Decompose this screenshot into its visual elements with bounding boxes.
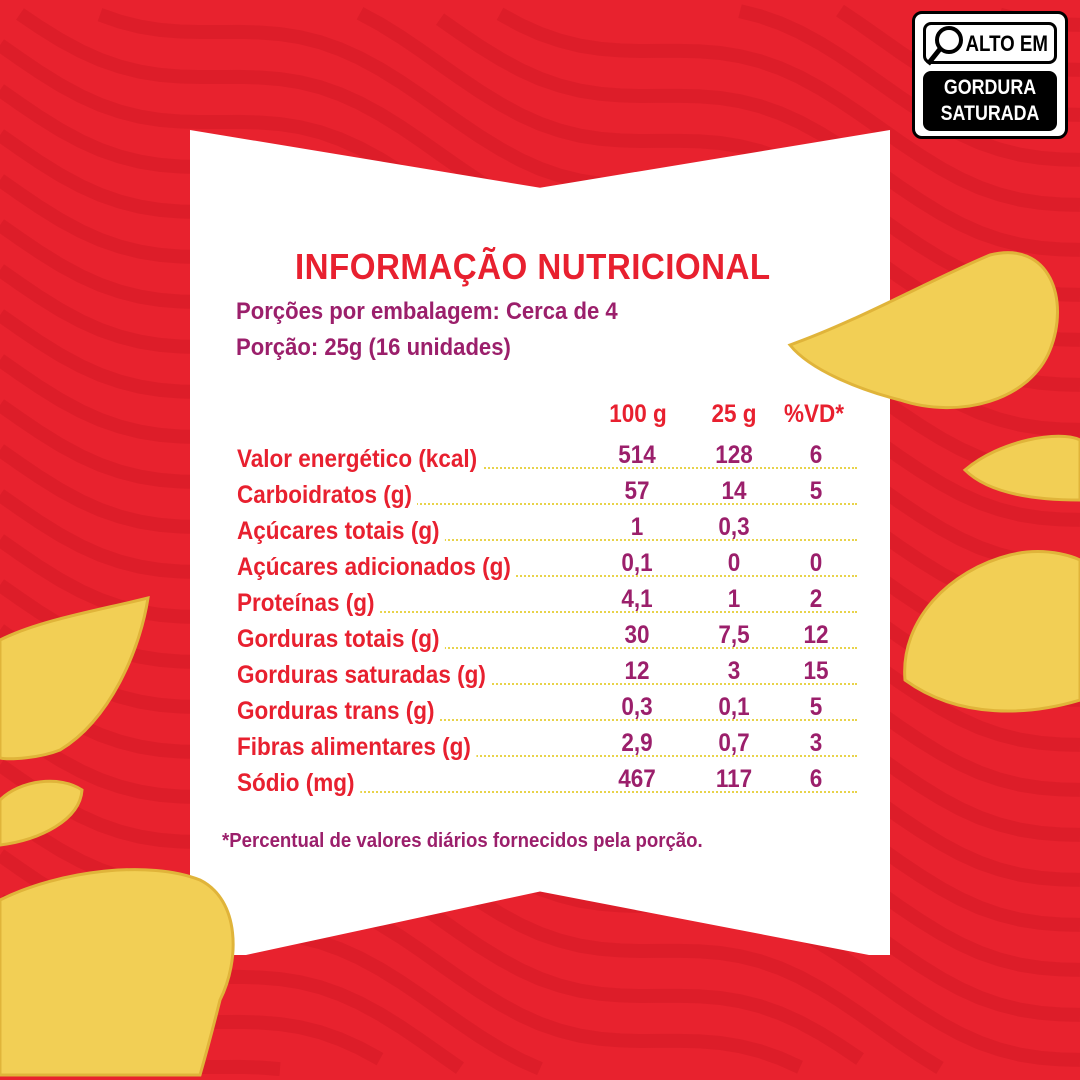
wave-line [435, 13, 1080, 257]
column-header-vd: %VD* [783, 400, 845, 428]
value-vd: 6 [809, 765, 823, 793]
nutrient-label: Sódio (mg) [237, 769, 360, 798]
nutrient-row: Gorduras totais (g) 30 7,5 12 [237, 620, 857, 656]
nutrient-row: Proteínas (g) 4,1 1 2 [237, 584, 857, 620]
value-25g: 117 [715, 765, 753, 793]
dotted-leader [237, 755, 857, 757]
nutrient-label: Carboidratos (g) [237, 481, 418, 510]
value-vd: 5 [809, 693, 823, 721]
value-vd: 5 [809, 477, 823, 505]
value-25g: 0,1 [718, 693, 750, 721]
value-25g: 1 [727, 585, 741, 613]
dotted-leader [237, 647, 857, 649]
nutrient-row: Açúcares adicionados (g) 0,1 0 0 [237, 548, 857, 584]
nutrient-row: Valor energético (kcal) 514 128 6 [237, 440, 857, 476]
value-100g: 57 [624, 477, 650, 505]
value-100g: 0,3 [621, 693, 653, 721]
nutrient-row: Gorduras saturadas (g) 12 3 15 [237, 656, 857, 692]
value-100g: 2,9 [621, 729, 653, 757]
dotted-leader [237, 539, 857, 541]
chip-bottom-left [0, 868, 235, 1077]
nutrient-label: Açúcares adicionados (g) [237, 553, 517, 582]
value-vd: 12 [803, 621, 829, 649]
chip-top-right [787, 251, 1059, 410]
value-100g: 0,1 [621, 549, 653, 577]
value-25g: 7,5 [718, 621, 750, 649]
value-100g: 514 [618, 441, 656, 469]
dotted-leader [237, 791, 857, 793]
value-vd: 0 [809, 549, 823, 577]
nutrient-label: Gorduras trans (g) [237, 697, 440, 726]
value-vd: 6 [809, 441, 823, 469]
value-25g: 3 [727, 657, 741, 685]
alto-em-gordura-saturada-badge: ALTO EM GORDURA SATURADA [912, 11, 1068, 139]
dotted-leader [237, 467, 857, 469]
badge-bottom: GORDURA SATURADA [923, 71, 1057, 131]
nutrient-row: Açúcares totais (g) 1 0,3 [237, 512, 857, 548]
chip-right-lower [903, 550, 1080, 713]
dotted-leader [237, 503, 857, 505]
dotted-leader [237, 575, 857, 577]
nutrient-label: Gorduras saturadas (g) [237, 661, 492, 690]
value-25g: 0,3 [718, 513, 750, 541]
wave-line [738, 4, 1080, 167]
nutrient-row: Gorduras trans (g) 0,3 0,1 5 [237, 692, 857, 728]
nutrient-label: Açúcares totais (g) [237, 517, 445, 546]
badge-line-1: ALTO EM [965, 31, 1048, 56]
nutrient-row: Carboidratos (g) 57 14 5 [237, 476, 857, 512]
value-100g: 1 [630, 513, 644, 541]
page-title: INFORMAÇÃO NUTRICIONAL [295, 246, 771, 287]
footnote: *Percentual de valores diários fornecido… [222, 830, 703, 852]
badge-line-2: GORDURA [943, 76, 1037, 99]
nutrient-row: Sódio (mg) 467 117 6 [237, 764, 857, 800]
column-header-25g: 25 g [711, 400, 757, 428]
value-25g: 0 [727, 549, 741, 577]
badge-top: ALTO EM [923, 22, 1057, 64]
value-25g: 128 [715, 441, 753, 469]
nutrient-label: Proteínas (g) [237, 589, 380, 618]
value-100g: 12 [624, 657, 650, 685]
value-25g: 14 [721, 477, 747, 505]
value-vd: 2 [809, 585, 823, 613]
wave-line [496, 7, 1080, 212]
dotted-leader [237, 719, 857, 721]
badge-line-3: SATURADA [940, 102, 1040, 125]
dotted-leader [237, 683, 857, 685]
value-100g: 4,1 [621, 585, 653, 613]
value-vd: 15 [803, 657, 829, 685]
servings-per-package: Porções por embalagem: Cerca de 4 [236, 298, 618, 325]
chip-right-middle [962, 434, 1080, 502]
serving-size: Porção: 25g (16 unidades) [236, 334, 511, 361]
column-header-100g: 100 g [609, 400, 667, 428]
dotted-leader [237, 611, 857, 613]
value-25g: 0,7 [718, 729, 750, 757]
value-vd: 3 [809, 729, 823, 757]
nutrient-row: Fibras alimentares (g) 2,9 0,7 3 [237, 728, 857, 764]
nutrient-label: Gorduras totais (g) [237, 625, 445, 654]
nutrient-label: Fibras alimentares (g) [237, 733, 477, 762]
chip-left-upper [0, 595, 150, 761]
value-100g: 30 [624, 621, 650, 649]
value-100g: 467 [618, 765, 656, 793]
nutrient-label: Valor energético (kcal) [237, 445, 483, 474]
chip-left-middle [0, 779, 84, 847]
